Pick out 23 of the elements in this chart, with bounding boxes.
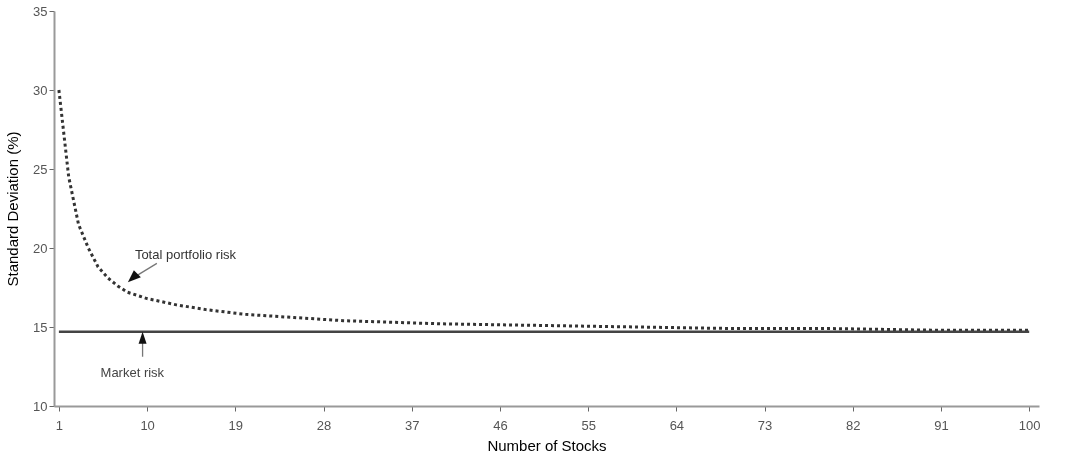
y-tick-label: 35 bbox=[33, 3, 48, 19]
x-tick-label: 73 bbox=[757, 417, 773, 433]
x-tick-label: 91 bbox=[934, 417, 949, 433]
x-tick-label: 19 bbox=[228, 417, 244, 433]
x-tick-label: 100 bbox=[1018, 417, 1041, 433]
y-tick-label: 30 bbox=[33, 82, 48, 98]
text: Market risk bbox=[100, 364, 165, 380]
x-axis-title: Number of Stocks bbox=[487, 436, 607, 454]
y-axis-title: Standard Deviation (%) bbox=[4, 131, 22, 287]
x-tick-label: 46 bbox=[493, 417, 508, 433]
y-tick-label: 10 bbox=[33, 398, 48, 414]
text: Total portfolio risk bbox=[134, 247, 237, 263]
x-tick-label: 37 bbox=[405, 417, 420, 433]
line-series bbox=[57, 88, 1031, 332]
x-tick-label: 10 bbox=[140, 417, 155, 433]
x-tick-label: 64 bbox=[669, 417, 685, 433]
x-tick-label: 82 bbox=[846, 417, 861, 433]
y-tick-label: 15 bbox=[33, 319, 48, 335]
x-tick-label: 1 bbox=[55, 417, 64, 433]
x-tick-label: 28 bbox=[316, 417, 332, 433]
x-tick-label: 55 bbox=[581, 417, 596, 433]
y-tick-label: 20 bbox=[33, 240, 48, 256]
y-tick-label: 25 bbox=[33, 161, 48, 177]
